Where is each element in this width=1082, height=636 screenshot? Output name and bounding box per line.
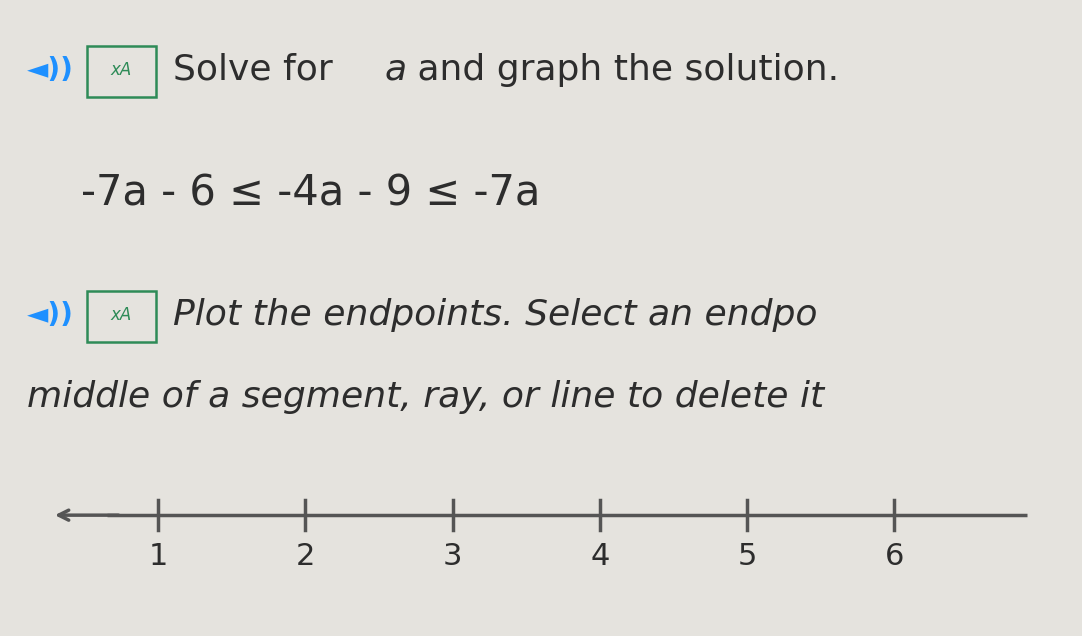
Text: Solve for: Solve for: [173, 53, 344, 87]
Text: 6: 6: [885, 542, 905, 570]
Text: 1: 1: [148, 542, 168, 570]
Text: ◄)): ◄)): [27, 56, 74, 84]
Text: 3: 3: [443, 542, 462, 570]
Text: xA: xA: [110, 61, 132, 79]
Text: 5: 5: [738, 542, 757, 570]
Text: a: a: [384, 53, 406, 87]
Text: 2: 2: [295, 542, 315, 570]
Text: Plot the endpoints. Select an endpo: Plot the endpoints. Select an endpo: [173, 298, 818, 332]
Text: and graph the solution.: and graph the solution.: [406, 53, 839, 87]
Text: ◄)): ◄)): [27, 301, 74, 329]
Text: xA: xA: [110, 306, 132, 324]
Text: middle of a segment, ray, or line to delete it: middle of a segment, ray, or line to del…: [27, 380, 824, 415]
Text: -7a - 6 ≤ -4a - 9 ≤ -7a: -7a - 6 ≤ -4a - 9 ≤ -7a: [81, 173, 541, 215]
Text: 4: 4: [590, 542, 609, 570]
